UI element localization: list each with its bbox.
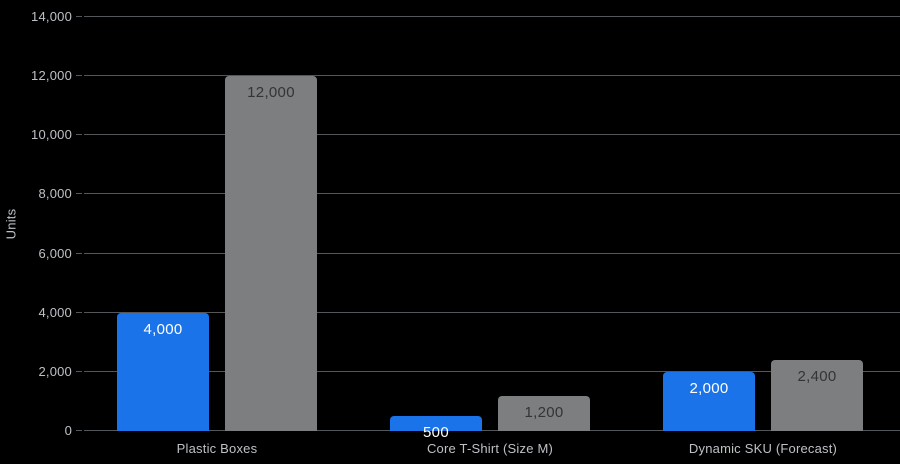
gridline: [84, 312, 900, 313]
gray-series-bar: [225, 76, 317, 431]
gray-series-bar: [771, 360, 863, 431]
y-axis-title: Units: [3, 208, 19, 240]
bar-value-label: 12,000: [247, 84, 295, 101]
y-tick-label: 4,000: [38, 305, 72, 320]
bar-value-label: 1,200: [524, 404, 564, 421]
y-tick-label: 2,000: [38, 364, 72, 379]
y-tick-label: 12,000: [31, 68, 72, 83]
x-category-label: Plastic Boxes: [176, 441, 258, 456]
y-axis-tick: [76, 253, 82, 254]
gridline: [84, 16, 900, 17]
blue-series-bar: [390, 416, 482, 431]
y-tick-label: 10,000: [31, 127, 72, 142]
bar-value-label: 2,000: [689, 380, 729, 397]
gridline: [84, 75, 900, 76]
y-tick-label: 0: [64, 423, 72, 438]
y-axis-tick: [76, 134, 82, 135]
bar-value-label: 2,400: [797, 368, 837, 385]
y-tick-label: 8,000: [38, 186, 72, 201]
gridline: [84, 134, 900, 135]
gridline: [84, 371, 900, 372]
bar-value-label: 500: [423, 424, 449, 441]
y-tick-label: 14,000: [31, 9, 72, 24]
gridline: [84, 193, 900, 194]
x-category-label: Core T-Shirt (Size M): [426, 441, 554, 456]
y-axis-tick: [76, 430, 82, 431]
gridline: [84, 430, 900, 431]
y-axis-tick: [76, 75, 82, 76]
gridline: [84, 253, 900, 254]
y-axis-tick: [76, 16, 82, 17]
gray-series-bar: [498, 396, 590, 431]
y-axis-tick: [76, 193, 82, 194]
y-axis-tick: [76, 371, 82, 372]
blue-series-bar: [663, 372, 755, 431]
bar-value-label: 4,000: [143, 321, 183, 338]
blue-series-bar: [117, 313, 209, 431]
y-axis-tick: [76, 312, 82, 313]
x-category-label: Dynamic SKU (Forecast): [688, 441, 838, 456]
y-tick-label: 6,000: [38, 246, 72, 261]
plot-area: 0 2,000 4,000 6,000 8,000 10,000 12,000 14,000 4…: [31, 9, 900, 456]
